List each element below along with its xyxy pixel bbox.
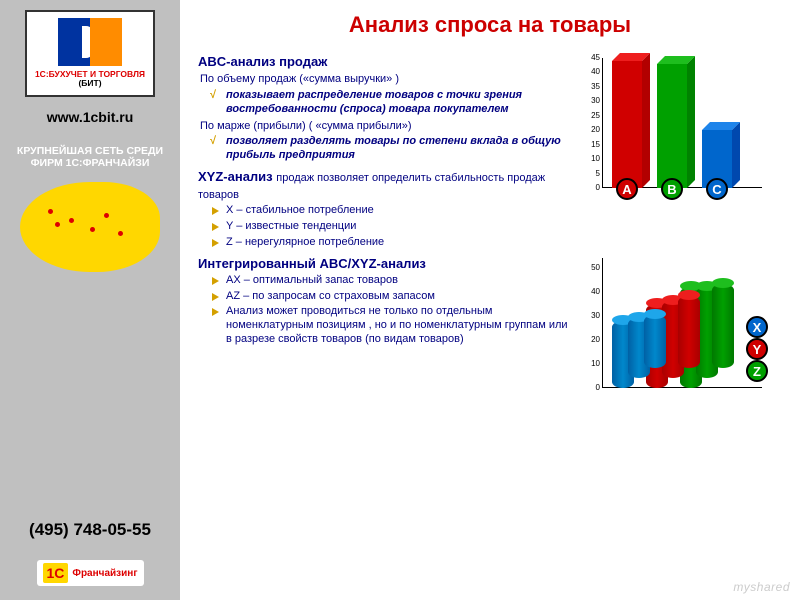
abc-heading: ABC-анализ продаж — [198, 54, 572, 70]
abc-bar-chart: 051015202530354045ABC — [582, 58, 762, 198]
logo-box: 1С:БУХУЧЕТ И ТОРГОВЛЯ (БИТ) — [25, 10, 155, 97]
phone-number: (495) 748-05-55 — [29, 520, 151, 540]
int-note: Анализ может проводиться не только по от… — [226, 305, 572, 346]
chart-column: 051015202530354045ABC 01020304050XYZ — [582, 48, 782, 398]
xyz-badge-x: X — [746, 316, 768, 338]
site-url: www.1cbit.ru — [47, 109, 134, 125]
xyz-y: Y – известные тенденции — [226, 220, 572, 234]
slogan: КРУПНЕЙШАЯ СЕТЬ СРЕДИ ФИРМ 1С:ФРАНЧАЙЗИ — [8, 145, 172, 170]
1c-badge-icon: 1C — [43, 563, 69, 583]
abc-bullet-2: позволяет разделять товары по степени вк… — [226, 135, 572, 163]
xyz-heading: XYZ-анализ продаж позволяет определить с… — [198, 169, 572, 203]
xyz-badge-z: Z — [746, 360, 768, 382]
xyz-x: X – стабильное потребление — [226, 204, 572, 218]
abc-bullet-1: показывает распределение товаров с точки… — [226, 89, 572, 117]
xyz-badge-y: Y — [746, 338, 768, 360]
int-az: AZ – по запросам со страховым запасом — [226, 290, 572, 304]
main-content: Анализ спроса на товары ABC-анализ прода… — [180, 0, 800, 600]
russia-map-icon — [20, 182, 160, 272]
xyz-cylinder-chart: 01020304050XYZ — [582, 258, 762, 398]
abc-badge-c: C — [706, 178, 728, 200]
int-ax: AX – оптимальный запас товаров — [226, 274, 572, 288]
integrated-heading: Интегрированный ABC/XYZ-анализ — [198, 256, 572, 272]
slide: 1С:БУХУЧЕТ И ТОРГОВЛЯ (БИТ) www.1cbit.ru… — [0, 0, 800, 600]
bit-logo-icon — [58, 18, 122, 66]
logo-text: 1С:БУХУЧЕТ И ТОРГОВЛЯ (БИТ) — [35, 70, 145, 89]
text-column: ABC-анализ продаж По объему продаж («сум… — [198, 48, 572, 398]
abc-badge-a: A — [616, 178, 638, 200]
abc-badge-b: B — [661, 178, 683, 200]
franchise-text: Франчайзинг — [72, 568, 137, 579]
franchise-logo: 1C Франчайзинг — [37, 560, 144, 586]
watermark: myshared — [733, 580, 790, 594]
abc-sub2: По марже (прибыли) ( «сумма прибыли») — [200, 120, 572, 134]
xyz-z: Z – нерегулярное потребление — [226, 236, 572, 250]
abc-sub1: По объему продаж («сумма выручки» ) — [200, 73, 572, 87]
slide-title: Анализ спроса на товары — [198, 12, 782, 38]
sidebar: 1С:БУХУЧЕТ И ТОРГОВЛЯ (БИТ) www.1cbit.ru… — [0, 0, 180, 600]
